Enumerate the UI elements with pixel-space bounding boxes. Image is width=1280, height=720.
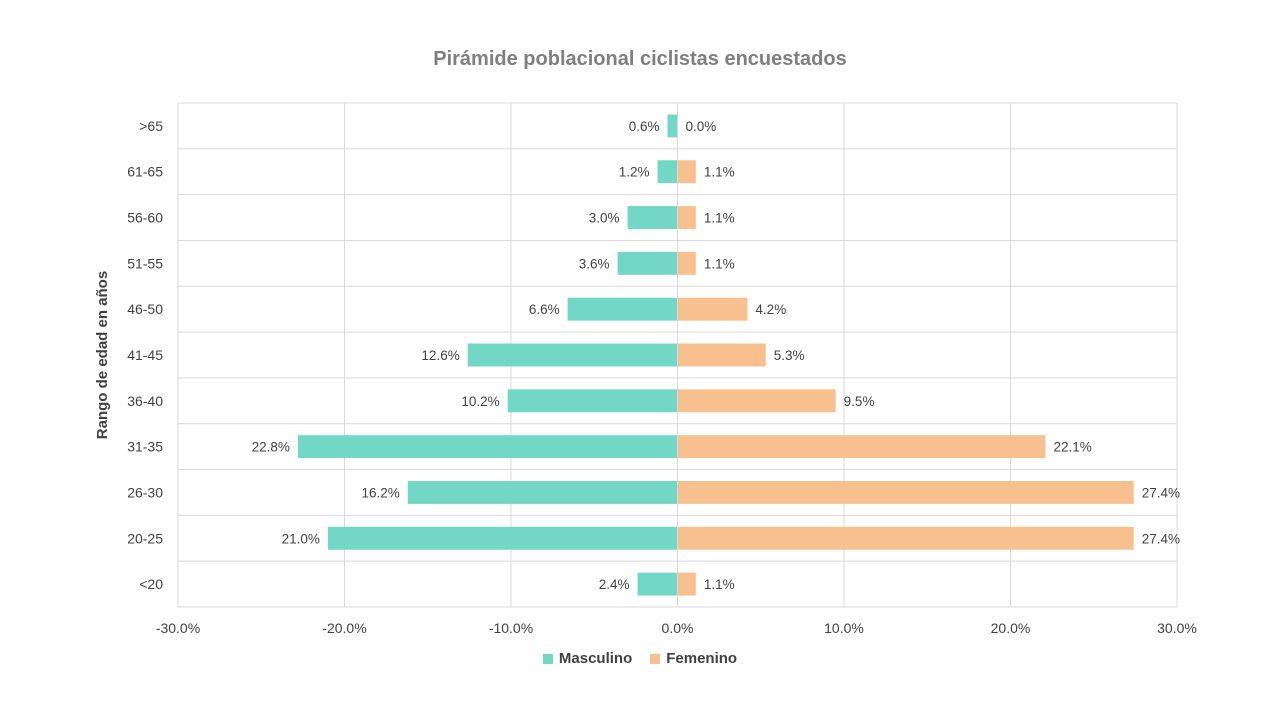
- legend: Masculino Femenino: [0, 650, 1280, 667]
- data-label-femenino: 0.0%: [686, 119, 717, 134]
- y-tick-label: >65: [139, 118, 163, 134]
- data-label-femenino: 5.3%: [774, 348, 805, 363]
- bar-femenino: [677, 481, 1134, 504]
- bar-masculino: [617, 251, 678, 275]
- data-label-masculino: 2.4%: [599, 577, 630, 592]
- data-label-masculino: 3.6%: [579, 256, 610, 271]
- bar-femenino: [677, 435, 1046, 459]
- data-label-femenino: 1.1%: [704, 256, 735, 271]
- bar-masculino: [627, 206, 678, 229]
- data-label-masculino: 12.6%: [421, 348, 459, 363]
- bar-masculino: [327, 526, 678, 550]
- y-tick-label: <20: [139, 576, 163, 592]
- y-axis-title: Rango de edad en años: [94, 271, 111, 439]
- legend-label-masculino: Masculino: [558, 650, 633, 667]
- data-label-masculino: 3.0%: [589, 211, 620, 226]
- data-label-masculino: 6.6%: [529, 302, 560, 317]
- y-tick-label: 41-45: [127, 347, 163, 363]
- y-tick-label: 36-40: [127, 393, 163, 409]
- data-label-masculino: 0.6%: [629, 119, 660, 134]
- bar-masculino: [667, 114, 678, 138]
- bar-masculino: [637, 572, 678, 596]
- y-tick-label: 61-65: [127, 164, 163, 180]
- data-label-masculino: 16.2%: [361, 485, 399, 500]
- x-tick-label: -20.0%: [322, 620, 366, 636]
- bar-femenino: [677, 297, 748, 321]
- y-tick-label: 31-35: [127, 439, 163, 455]
- bar-femenino: [677, 389, 836, 413]
- x-tick-label: 30.0%: [1157, 620, 1197, 636]
- bar-femenino: [677, 251, 696, 275]
- data-label-femenino: 4.2%: [755, 302, 786, 317]
- data-label-masculino: 22.8%: [252, 440, 290, 455]
- legend-item-femenino: Femenino: [650, 650, 737, 667]
- legend-swatch-femenino: [650, 653, 661, 664]
- legend-swatch-masculino: [542, 653, 553, 664]
- data-label-masculino: 21.0%: [282, 531, 320, 546]
- x-tick-label: 20.0%: [991, 620, 1031, 636]
- x-tick-label: -10.0%: [489, 620, 533, 636]
- y-tick-label: 51-55: [127, 255, 163, 271]
- bar-femenino: [677, 572, 696, 596]
- y-tick-label: 56-60: [127, 210, 163, 226]
- data-label-femenino: 9.5%: [844, 394, 875, 409]
- legend-item-masculino: Masculino: [542, 650, 633, 667]
- x-tick-label: 10.0%: [824, 620, 864, 636]
- y-tick-label: 20-25: [127, 530, 163, 546]
- data-label-masculino: 10.2%: [461, 394, 499, 409]
- bar-femenino: [677, 343, 766, 367]
- legend-label-femenino: Femenino: [666, 650, 738, 667]
- y-tick-label: 26-30: [127, 484, 163, 500]
- chart-title: Pirámide poblacional ciclistas encuestad…: [433, 48, 847, 70]
- data-label-femenino: 27.4%: [1142, 485, 1180, 500]
- bar-masculino: [297, 435, 678, 459]
- bar-masculino: [407, 481, 678, 504]
- data-label-femenino: 22.1%: [1053, 440, 1091, 455]
- bar-masculino: [567, 297, 678, 321]
- data-label-femenino: 1.1%: [704, 211, 735, 226]
- bar-femenino: [677, 206, 696, 229]
- x-tick-label: -30.0%: [156, 620, 200, 636]
- data-label-femenino: 1.1%: [704, 165, 735, 180]
- bar-masculino: [657, 160, 678, 184]
- y-tick-label: 46-50: [127, 301, 163, 317]
- x-tick-label: 0.0%: [662, 620, 694, 636]
- data-label-femenino: 1.1%: [704, 577, 735, 592]
- data-label-masculino: 1.2%: [619, 165, 650, 180]
- bar-femenino: [677, 160, 696, 184]
- bar-masculino: [467, 343, 678, 367]
- bar-femenino: [677, 526, 1134, 550]
- bar-masculino: [507, 389, 678, 413]
- data-label-femenino: 27.4%: [1142, 531, 1180, 546]
